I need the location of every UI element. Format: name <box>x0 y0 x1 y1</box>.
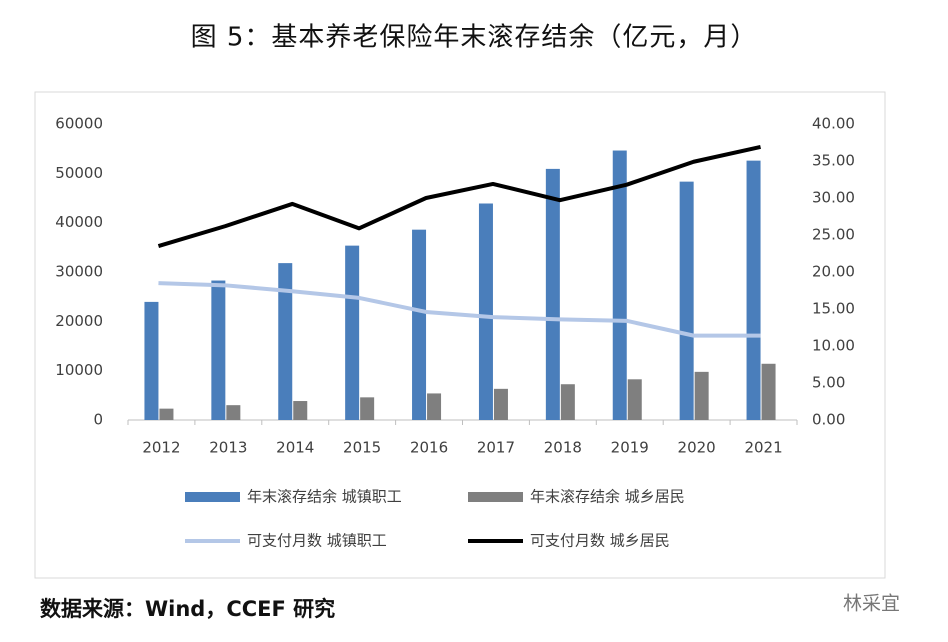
y2-tick-label: 20.00 <box>812 263 855 281</box>
watermark: 林采宜 <box>843 593 900 615</box>
bar <box>545 168 560 420</box>
y-tick-label: 60000 <box>55 115 103 133</box>
x-tick-label: 2018 <box>544 439 582 457</box>
bar <box>694 371 709 420</box>
bar <box>293 401 308 420</box>
y2-tick-label: 15.00 <box>812 300 855 318</box>
bar <box>159 408 174 420</box>
legend-label: 年末滚存结余 城乡居民 <box>530 488 685 506</box>
bar <box>493 388 508 420</box>
line-series <box>158 281 761 338</box>
bar <box>478 203 493 420</box>
x-tick-label: 2015 <box>343 439 381 457</box>
y2-tick-label: 35.00 <box>812 152 855 170</box>
y-tick-label: 50000 <box>55 164 103 182</box>
legend-swatch <box>468 492 523 502</box>
y-tick-label: 10000 <box>55 361 103 379</box>
y2-tick-label: 40.00 <box>812 115 855 133</box>
bar <box>345 245 360 420</box>
y-tick-label: 20000 <box>55 312 103 330</box>
legend-swatch <box>185 492 240 502</box>
x-tick-label: 2013 <box>209 439 247 457</box>
bar <box>427 393 442 420</box>
y2-tick-label: 5.00 <box>812 374 845 392</box>
bar <box>278 263 293 420</box>
y2-tick-label: 10.00 <box>812 337 855 355</box>
x-tick-label: 2020 <box>678 439 716 457</box>
chart-frame <box>34 91 886 579</box>
bar <box>412 229 427 420</box>
bar <box>144 301 159 420</box>
bar <box>560 384 575 420</box>
bar <box>761 363 776 420</box>
bar <box>679 181 694 420</box>
y-tick-label: 40000 <box>55 213 103 231</box>
x-tick-label: 2019 <box>611 439 649 457</box>
chart-title: 图 5：基本养老保险年末滚存结余（亿元，月） <box>191 23 758 53</box>
x-tick-label: 2014 <box>276 439 314 457</box>
legend-label: 可支付月数 城乡居民 <box>530 532 670 550</box>
y2-tick-label: 0.00 <box>812 411 845 429</box>
bar <box>226 405 241 420</box>
line-series <box>157 144 761 249</box>
legend-label: 可支付月数 城镇职工 <box>247 532 387 550</box>
y2-tick-label: 25.00 <box>812 226 855 244</box>
x-tick-label: 2012 <box>142 439 180 457</box>
x-tick-label: 2017 <box>477 439 515 457</box>
x-tick-label: 2021 <box>744 439 782 457</box>
source-note: 数据来源：Wind，CCEF 研究 <box>40 597 335 621</box>
bar <box>746 160 761 420</box>
x-tick-label: 2016 <box>410 439 448 457</box>
bar <box>627 379 642 420</box>
y-tick-label: 0 <box>93 411 103 429</box>
y2-tick-label: 30.00 <box>812 189 855 207</box>
bar <box>360 397 375 420</box>
bar <box>612 150 627 420</box>
y-tick-label: 30000 <box>55 263 103 281</box>
bar <box>211 280 226 420</box>
legend-label: 年末滚存结余 城镇职工 <box>247 488 402 506</box>
